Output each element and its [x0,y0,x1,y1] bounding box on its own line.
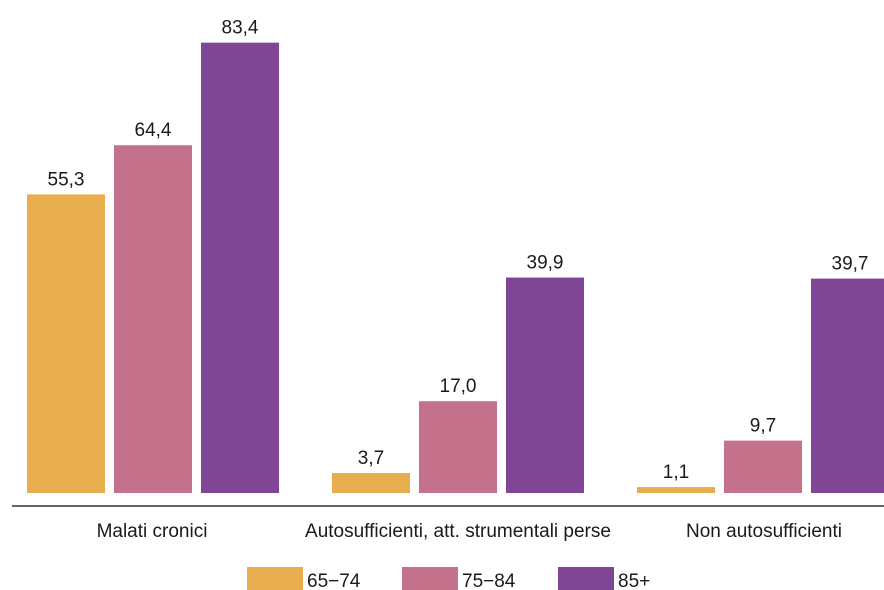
legend-label-1: 75−84 [462,571,516,590]
bars-layer [27,42,884,494]
category-label-0: Malati cronici [97,521,208,542]
bar-2-2 [811,278,884,493]
bar-1-0 [332,473,410,493]
category-label-2: Non autosufficienti [686,521,842,542]
bar-0-0 [27,194,105,493]
value-label-1-0: 3,7 [358,448,384,469]
value-label-2-0: 1,1 [663,462,689,483]
bar-0-2 [201,42,279,493]
value-label-0-1: 64,4 [135,120,172,141]
category-label-1: Autosufficienti, att. strumentali perse [305,521,611,542]
legend-label-2: 85+ [618,571,650,590]
bar-2-0 [637,487,715,493]
value-label-2-1: 9,7 [750,416,776,437]
bar-2-1 [724,440,802,493]
value-label-2-2: 39,7 [832,254,869,275]
bar-1-2 [506,277,584,493]
legend-swatch-2 [558,567,614,590]
value-label-1-2: 39,9 [527,253,564,274]
bar-1-1 [419,401,497,493]
value-label-0-0: 55,3 [48,169,85,190]
value-labels-layer: 55,3 64,4 83,4 3,7 17,0 39,9 1,1 9,7 39,7 [48,18,869,483]
bar-0-1 [114,145,192,494]
category-labels-layer: Malati cronici Autosufficienti, att. stru… [97,521,842,542]
legend-label-0: 65−74 [307,571,361,590]
legend-swatch-1 [402,567,458,590]
legend-swatch-0 [247,567,303,590]
value-label-1-1: 17,0 [440,376,477,397]
value-label-0-2: 83,4 [222,18,259,39]
legend: 65−74 75−84 85+ [247,567,650,590]
